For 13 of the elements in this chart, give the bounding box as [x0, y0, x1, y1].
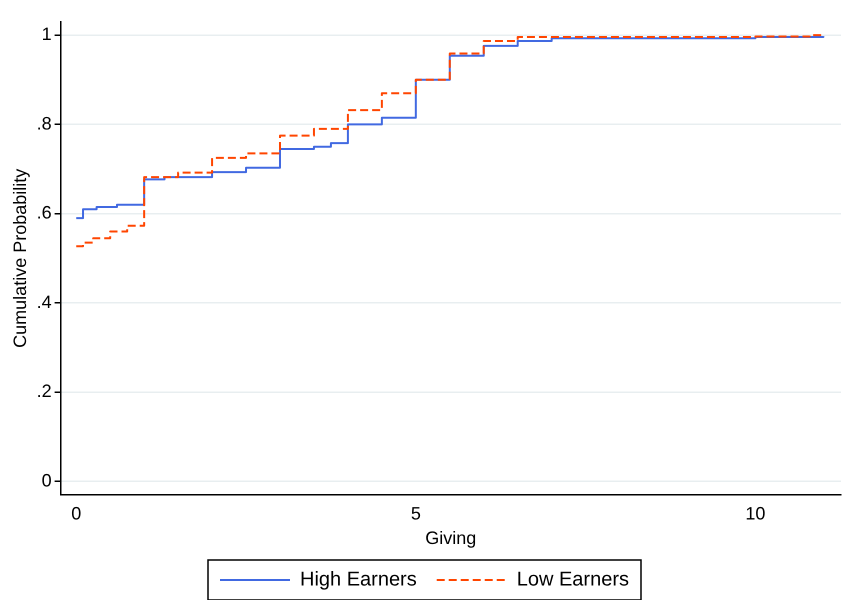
x-tick-label: 5 [410, 504, 421, 524]
y-tick-label: .8 [36, 113, 52, 134]
y-axis-title: Cumulative Probability [10, 168, 30, 348]
y-tick-label: .2 [36, 381, 52, 402]
y-tick-label: 0 [42, 470, 52, 490]
y-tick-label: .6 [36, 202, 52, 223]
x-tick-label: 10 [745, 504, 766, 524]
legend-label: Low Earners [516, 568, 630, 591]
x-axis-title: Giving [425, 528, 476, 548]
x-tick-label: 0 [71, 504, 82, 524]
y-tick-label: 1 [42, 24, 52, 44]
y-tick-label: .4 [36, 292, 52, 312]
legend-label: High Earners [300, 568, 417, 591]
